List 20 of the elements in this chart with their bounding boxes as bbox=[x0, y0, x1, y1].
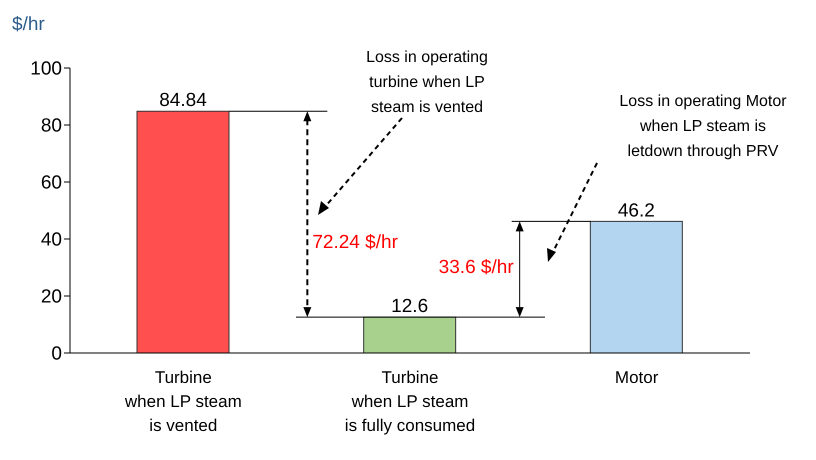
y-tick-label: 20 bbox=[40, 286, 62, 308]
data-label: 84.84 bbox=[159, 90, 208, 112]
x-tick-label: Turbine when LP steam is fully consumed bbox=[344, 368, 476, 435]
x-tick-label: Motor bbox=[614, 368, 659, 387]
bar bbox=[590, 220, 683, 353]
y-axis-title: $/hr bbox=[12, 14, 46, 35]
y-tick-label: 80 bbox=[40, 116, 62, 137]
data-label: 46.2 bbox=[618, 200, 655, 222]
y-tick-label: 100 bbox=[30, 58, 62, 80]
annotation: 33.6 $/hr bbox=[438, 257, 514, 278]
y-tick-label: 40 bbox=[40, 230, 62, 251]
y-tick-label: 0 bbox=[51, 344, 62, 365]
data-label: 12.6 bbox=[391, 296, 428, 318]
bar bbox=[363, 316, 456, 353]
annotation: Loss in operating Motor when LP steam is letdown through PRV bbox=[619, 93, 788, 160]
x-tick-label: Turbine when LP steam is vented bbox=[124, 368, 242, 435]
y-tick-label: 60 bbox=[40, 172, 62, 194]
annotation: Loss in operating turbine when LP steam is vented bbox=[366, 49, 488, 116]
bar bbox=[136, 110, 230, 353]
annotation: 72.24 $/hr bbox=[312, 232, 399, 253]
